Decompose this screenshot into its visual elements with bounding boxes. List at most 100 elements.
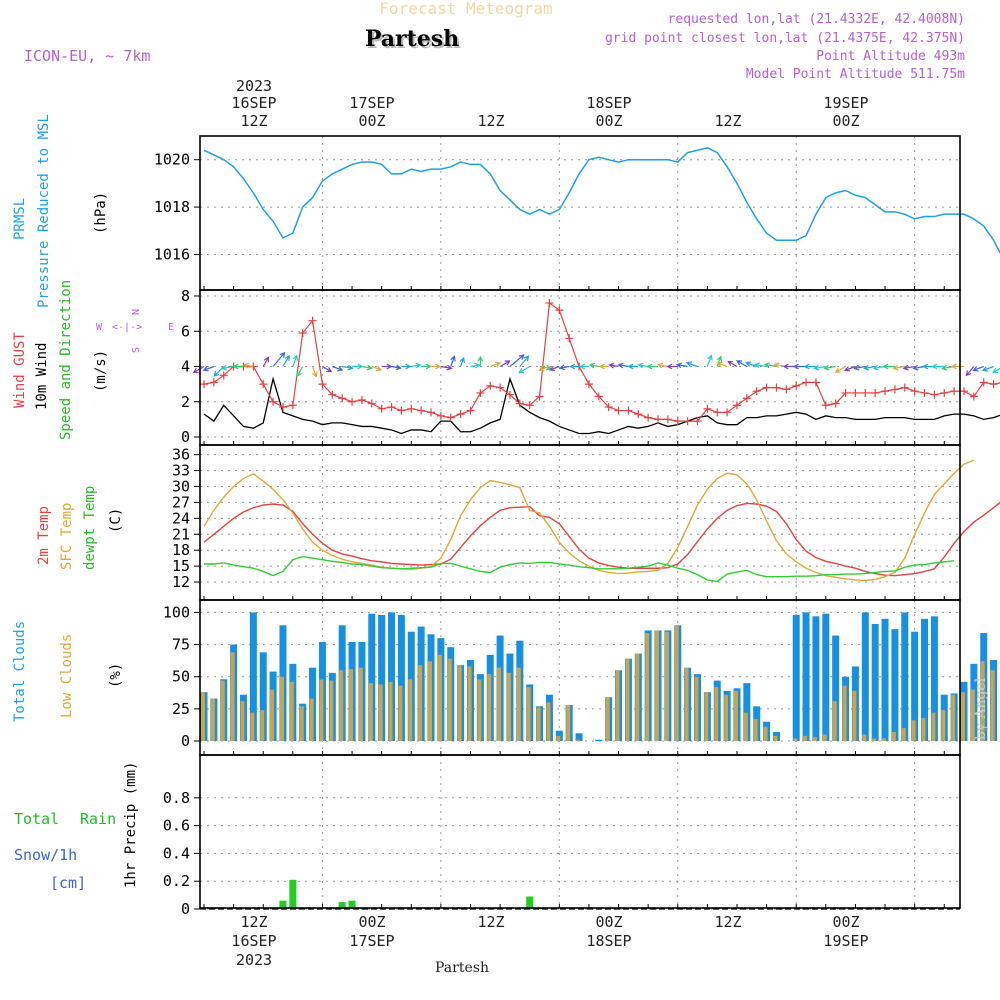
wind-direction-arrow [981,365,994,372]
wind-direction-arrow [548,365,560,372]
low-cloud-bar [467,666,472,741]
total-cloud-bar [802,612,810,741]
gust-marker [752,387,761,396]
y-tick-label: 30 [172,478,190,496]
low-cloud-bar [230,652,235,741]
y-tick-label: 8 [181,287,190,305]
low-cloud-bar [388,681,393,741]
low-cloud-bar [714,687,719,741]
rain-bar [279,900,287,909]
low-cloud-bar [645,633,650,741]
low-cloud-bar [724,694,729,741]
gust-marker [328,390,337,399]
gust-marker [841,388,850,397]
label-hpa-unit: (hPa) [93,192,109,234]
low-cloud-bar [891,732,896,741]
label-10m-wind: 10m Wind [34,343,50,410]
wind-direction-arrow [813,364,826,371]
rain-bar [348,900,356,909]
low-cloud-bar [457,665,462,741]
gust-marker [298,329,307,338]
wind-compass: N W <-|-> E S [96,309,174,353]
low-cloud-bar [329,680,334,741]
rain-bar [289,879,297,909]
compass-south: S [131,347,142,353]
wind-direction-arrow [902,364,915,371]
bottom-tick-line1: 00Z [358,913,385,931]
low-cloud-bar [270,689,275,741]
gust-marker [486,381,495,390]
wind-direction-arrow [459,356,466,367]
gust-marker [802,378,811,387]
wind-direction-arrow [361,364,373,371]
wind-direction-arrow [892,364,905,371]
low-cloud-bar [931,712,936,741]
wind-direction-arrow [381,363,393,370]
low-cloud-bar [516,667,521,741]
total-cloud-bar [891,629,899,741]
y-tick-label: 33 [172,462,190,480]
wind-direction-arrow [675,362,688,369]
total-cloud-bar [921,618,929,741]
total-cloud-bar [861,612,869,741]
low-cloud-bar [773,735,778,741]
wind-direction-arrow [843,365,856,372]
low-cloud-bar [349,669,354,741]
gust-marker [614,406,623,415]
gust-marker [871,388,880,397]
wind-direction-arrow [192,365,205,374]
total-cloud-bar [822,613,830,741]
low-cloud-bar [941,710,946,741]
gust-marker [930,390,939,399]
y-tick-label: 0.6 [163,817,190,835]
panel-0: 1016 1018 1020 [154,136,960,290]
wind-direction-arrow [735,360,748,368]
low-cloud-bar [250,712,255,741]
gust-marker [959,387,968,396]
panel-4: 0 0.2 0.4 0.6 0.8 [163,755,960,918]
wind-direction-arrow [598,363,609,370]
gust-marker [535,392,544,401]
low-cloud-bar [812,737,817,741]
y-tick-label: 2 [181,393,190,411]
gust-marker [377,404,386,413]
low-cloud-bar [556,735,561,741]
wind-direction-arrow [391,364,402,371]
low-cloud-bar [477,679,482,741]
total-cloud-bar [871,624,879,741]
bottom-tick-line2: 17SEP [349,932,394,950]
top-tick-line2: 00Z [358,112,385,130]
low-cloud-bar [398,685,403,741]
wind-direction-arrow [992,367,1000,374]
gust-marker [890,385,899,394]
wind-direction-arrow [490,361,502,368]
gust-marker [851,388,860,397]
gust-marker [278,403,287,412]
wind-direction-arrow [608,362,619,369]
bottom-tick-line2: 19SEP [823,932,868,950]
gust-marker [456,410,465,419]
wind-direction-arrow [352,363,364,370]
gust-marker [318,380,327,389]
y-tick-label: 18 [172,541,190,559]
low-cloud-bar [378,684,383,741]
gust-marker [989,380,998,389]
wind-direction-arrow [470,362,481,369]
low-cloud-bar [743,712,748,741]
low-cloud-bar [368,683,373,741]
low-cloud-bar [605,697,610,741]
wind-direction-arrow [569,363,580,370]
y-tick-label: 100 [163,603,190,621]
gust-marker [348,397,357,406]
low-cloud-bar [921,717,926,741]
label-2m-temp: 2m Temp [36,506,52,565]
label-rain: Rain [80,810,116,828]
wind-direction-arrow [332,365,344,372]
gust-marker [624,406,633,415]
low-cloud-bar [872,738,877,741]
gust-marker [742,394,751,403]
gust-marker [555,306,564,315]
wind-direction-arrow [242,362,254,369]
total-cloud-bar [388,612,396,741]
total-cloud-bar [595,739,603,741]
